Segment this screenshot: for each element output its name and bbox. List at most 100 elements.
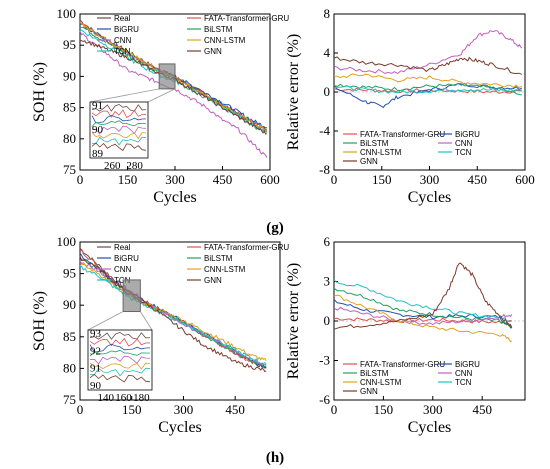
chart-g-soh: 0 150 300 450 600 75 80 85 90 95 100 Cycles SOH (%) R… bbox=[31, 6, 289, 206]
legend-entry: CNN bbox=[114, 265, 132, 274]
x-tick-label: 150 bbox=[122, 402, 142, 417]
inset-series-line bbox=[89, 367, 151, 377]
legend-entry: FATA-Transformer-GRU bbox=[204, 243, 289, 252]
plot-frame bbox=[79, 241, 281, 401]
series-line-tcn bbox=[333, 279, 512, 323]
x-tick-label: 150 bbox=[374, 402, 394, 417]
inset-series-line bbox=[91, 142, 147, 152]
y-tick-label: 90 bbox=[63, 68, 76, 83]
legend-entry: CNN bbox=[455, 369, 473, 378]
y-tick-label: 75 bbox=[63, 162, 76, 177]
inset-series-line bbox=[91, 114, 147, 124]
y-tick-label: 8 bbox=[324, 6, 331, 21]
y-tick-label: 6 bbox=[324, 234, 331, 249]
x-tick-label: 600 bbox=[515, 172, 535, 187]
legend-entry: BiGRU bbox=[455, 360, 480, 369]
legend-entry: TCN bbox=[455, 378, 472, 387]
inset-series-line bbox=[91, 125, 147, 135]
chart-g-err: 0 150 300 450 600 -8 -4 0 4 8 Cycles Relative error… bbox=[285, 6, 535, 206]
x-tick-label: 300 bbox=[420, 172, 440, 187]
legend-entry: GNN bbox=[360, 157, 378, 166]
y-axis-label: SOH (%) bbox=[31, 291, 48, 351]
series-line-cnn bbox=[333, 30, 523, 75]
legend-entry: FATA-Transformer-GRU bbox=[204, 14, 289, 23]
series-line-bilstm bbox=[333, 287, 513, 328]
series-line-tcn bbox=[333, 85, 522, 94]
y-tick-label: -4 bbox=[319, 123, 330, 138]
y-tick-label: 75 bbox=[63, 392, 76, 407]
y-tick-label: 85 bbox=[63, 100, 76, 115]
zoom-connector bbox=[87, 311, 124, 331]
inset-series-line bbox=[89, 337, 151, 347]
y-tick-label: 80 bbox=[63, 360, 76, 375]
y-tick-label: 3 bbox=[324, 274, 331, 289]
y-axis-label: SOH (%) bbox=[31, 62, 48, 122]
legend-entry: CNN-LSTM bbox=[360, 378, 402, 387]
legend-entry: CNN-LSTM bbox=[204, 265, 246, 274]
inset-series-line bbox=[89, 373, 151, 383]
x-tick-label: 150 bbox=[118, 172, 138, 187]
x-tick-label: 300 bbox=[165, 172, 185, 187]
x-axis-label: Cycles bbox=[408, 189, 452, 206]
legend-entry: GNN bbox=[204, 276, 222, 285]
inset-x-tick-label: 180 bbox=[133, 392, 150, 404]
x-tick-label: 300 bbox=[423, 402, 443, 417]
legend-entry: TCN bbox=[114, 276, 131, 285]
y-tick-label: 85 bbox=[63, 329, 76, 344]
legend-entry: CNN bbox=[114, 36, 132, 45]
series-line-gnn bbox=[333, 56, 522, 75]
inset-series-line bbox=[89, 362, 151, 370]
series-line-bigru bbox=[333, 82, 523, 109]
series-line-cnn bbox=[333, 306, 513, 326]
y-tick-label: -3 bbox=[319, 353, 330, 368]
zoom-highlight bbox=[158, 63, 176, 90]
x-tick-label: 0 bbox=[331, 172, 338, 187]
y-tick-label: 95 bbox=[63, 266, 76, 281]
inset-y-tick-label: 92 bbox=[90, 345, 101, 357]
inset-series-line bbox=[89, 343, 151, 353]
legend-entry: FATA-Transformer-GRU bbox=[360, 130, 445, 139]
legend-entry: Real bbox=[114, 243, 131, 252]
inset-series-line bbox=[91, 132, 147, 140]
series-line-cnn-lstm bbox=[334, 73, 523, 89]
legend-entry: BiGRU bbox=[114, 25, 139, 34]
x-tick-label: 450 bbox=[225, 402, 245, 417]
x-tick-label: 300 bbox=[174, 402, 194, 417]
series-line-gnn bbox=[333, 262, 513, 330]
inset-series-line bbox=[91, 136, 147, 146]
legend-entry: TCN bbox=[455, 148, 472, 157]
x-tick-label: 600 bbox=[260, 172, 280, 187]
series-line-tcn bbox=[79, 265, 267, 365]
zoom-highlight bbox=[122, 279, 141, 313]
inset-series-line bbox=[91, 109, 147, 119]
y-tick-label: 90 bbox=[63, 297, 76, 312]
inset-x-tick-label: 260 bbox=[104, 160, 121, 172]
y-tick-label: -8 bbox=[319, 162, 330, 177]
inset-series-line bbox=[89, 331, 151, 340]
legend-entry: BiLSTM bbox=[204, 25, 233, 34]
inset-x-tick-label: 280 bbox=[126, 160, 143, 172]
y-tick-label: 100 bbox=[57, 234, 77, 249]
inset-y-tick-label: 91 bbox=[92, 100, 103, 112]
series-line-cnn-lstm bbox=[333, 294, 513, 343]
legend-entry: CNN-LSTM bbox=[204, 36, 246, 45]
legend-entry: BiLSTM bbox=[360, 139, 389, 148]
x-tick-label: 450 bbox=[468, 172, 488, 187]
y-tick-label: -6 bbox=[319, 392, 330, 407]
x-axis-label: Cycles bbox=[408, 419, 452, 436]
zoom-connector bbox=[147, 88, 176, 103]
panel-label-g: (g) bbox=[266, 220, 284, 236]
inset-series-line bbox=[89, 355, 151, 365]
panel-label-h: (h) bbox=[266, 450, 284, 466]
legend-entry: CNN-LSTM bbox=[360, 148, 402, 157]
y-tick-label: 95 bbox=[63, 37, 76, 52]
legend-entry: BiLSTM bbox=[360, 369, 389, 378]
x-tick-label: 0 bbox=[77, 402, 84, 417]
y-tick-label: 100 bbox=[57, 6, 77, 21]
y-tick-label: 80 bbox=[63, 131, 76, 146]
inset-y-tick-label: 91 bbox=[90, 363, 101, 375]
zoom-connector bbox=[89, 88, 160, 103]
legend-entry: BiGRU bbox=[114, 254, 139, 263]
x-axis-label: Cycles bbox=[158, 419, 202, 436]
